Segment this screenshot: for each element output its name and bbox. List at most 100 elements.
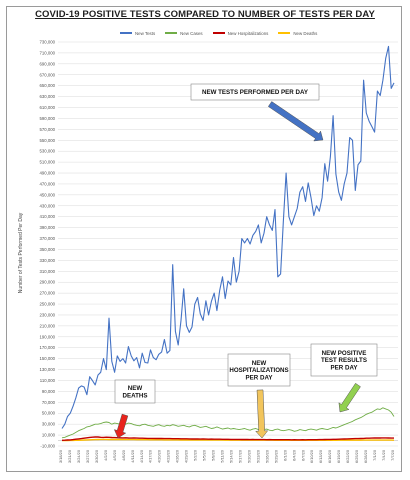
x-tick-label: 4/8/20 xyxy=(121,449,126,461)
legend-swatch xyxy=(120,32,132,34)
y-tick-label: 350,000 xyxy=(39,247,55,252)
y-tick-label: 450,000 xyxy=(39,192,55,197)
y-tick-label: 370,000 xyxy=(39,236,55,241)
x-tick-label: 6/13/20 xyxy=(318,449,323,463)
x-tick-label: 6/7/20 xyxy=(300,449,305,461)
annotation-text: NEW xyxy=(128,385,143,392)
legend-item: New Cases xyxy=(165,30,203,36)
x-tick-label: 5/2/20 xyxy=(193,449,198,461)
x-tick-label: 3/30/20 xyxy=(94,449,99,463)
x-tick-label: 5/17/20 xyxy=(237,449,242,463)
y-tick-label: 290,000 xyxy=(39,280,55,285)
x-tick-label: 4/5/20 xyxy=(112,449,117,461)
annotation-text: NEW TESTS PERFORMED PER DAY xyxy=(202,89,309,96)
y-tick-label: 130,000 xyxy=(39,367,55,372)
x-tick-label: 4/14/20 xyxy=(139,449,144,463)
x-tick-label: 6/10/20 xyxy=(309,449,314,463)
annotation-box xyxy=(227,353,291,387)
legend-swatch xyxy=(278,32,291,34)
x-tick-label: 7/7/20 xyxy=(390,449,395,461)
legend-label: New Cases xyxy=(180,30,203,36)
x-tick-label: 6/22/20 xyxy=(345,449,350,463)
x-tick-label: 5/14/20 xyxy=(228,449,233,463)
y-tick-label: 690,000 xyxy=(39,61,55,66)
y-tick-label: 730,000 xyxy=(39,40,55,45)
annotation-arrow xyxy=(267,101,324,142)
x-tick-label: 7/4/20 xyxy=(381,449,386,461)
x-tick-label: 5/23/20 xyxy=(255,449,260,463)
y-tick-label: 210,000 xyxy=(39,323,55,328)
annotation-text: NEW xyxy=(252,360,267,367)
annotation-arrow xyxy=(255,389,269,439)
legend-swatch xyxy=(165,32,178,34)
x-tick-label: 4/23/20 xyxy=(166,449,171,463)
y-tick-label: 270,000 xyxy=(39,291,55,296)
y-tick-label: 590,000 xyxy=(39,116,55,121)
y-tick-label: 650,000 xyxy=(39,83,55,88)
y-tick-label: 490,000 xyxy=(39,171,55,176)
series-line-new-cases xyxy=(61,407,395,439)
y-tick-label: 70,000 xyxy=(42,400,56,405)
x-tick-label: 5/26/20 xyxy=(264,449,269,463)
y-tick-label: 510,000 xyxy=(39,160,55,165)
x-tick-label: 3/27/20 xyxy=(85,449,90,463)
annotation-arrow xyxy=(338,382,361,413)
x-tick-label: 5/8/20 xyxy=(211,449,216,461)
y-tick-label: 30,000 xyxy=(42,422,56,427)
y-tick-label: 10,000 xyxy=(42,433,56,438)
x-tick-label: 5/11/20 xyxy=(220,449,225,463)
series-line-new-hospitalizations xyxy=(61,436,394,441)
annotation-text: TEST RESULTS xyxy=(321,357,367,364)
legend-label: New Hospitalizations xyxy=(227,30,269,36)
x-tick-label: 5/29/20 xyxy=(273,449,278,463)
x-tick-label: 6/19/20 xyxy=(336,449,341,463)
y-tick-label: 150,000 xyxy=(39,356,55,361)
y-tick-label: 230,000 xyxy=(39,312,55,317)
x-tick-label: 4/20/20 xyxy=(157,449,162,463)
y-tick-label: 710,000 xyxy=(39,50,55,55)
x-tick-label: 3/21/20 xyxy=(67,449,72,463)
x-tick-label: 3/18/20 xyxy=(58,449,63,463)
y-tick-label: 630,000 xyxy=(39,94,55,99)
y-tick-label: 550,000 xyxy=(39,138,55,143)
x-tick-label: 3/24/20 xyxy=(76,449,81,463)
y-tick-label: 530,000 xyxy=(39,149,55,154)
x-tick-label: 5/20/20 xyxy=(246,449,251,463)
annotation-box xyxy=(310,343,378,377)
y-tick-label: 570,000 xyxy=(39,127,55,132)
y-tick-label: 470,000 xyxy=(39,181,55,186)
annotation-box xyxy=(190,83,320,101)
annotation-text: PER DAY xyxy=(331,364,359,371)
y-tick-label: 90,000 xyxy=(42,389,56,394)
x-tick-label: 6/1/20 xyxy=(282,449,287,461)
series-line-new-deaths xyxy=(62,438,395,442)
legend-label: New Tests xyxy=(135,30,156,36)
annotation-text: PER DAY xyxy=(246,374,274,381)
annotation-text: DEATHS xyxy=(123,392,148,399)
y-tick-label: 410,000 xyxy=(39,214,55,219)
annotation-text: HOSPITALIZATIONS xyxy=(229,367,288,374)
y-tick-label: 610,000 xyxy=(39,105,55,110)
legend-item: New Hospitalizations xyxy=(212,30,269,36)
legend-item: New Tests xyxy=(120,31,155,36)
x-tick-label: 4/2/20 xyxy=(103,449,108,461)
x-tick-label: 6/16/20 xyxy=(327,449,332,463)
y-tick-label: 50,000 xyxy=(42,411,56,416)
legend-item: New Deaths xyxy=(278,31,317,36)
y-tick-label: 190,000 xyxy=(39,334,55,339)
x-tick-label: 6/4/20 xyxy=(291,449,296,461)
y-tick-label: 330,000 xyxy=(39,258,55,263)
x-tick-label: 7/1/20 xyxy=(372,449,377,461)
annotation-text: NEW POSITIVE xyxy=(322,350,367,357)
x-tick-label: 4/26/20 xyxy=(175,449,180,463)
y-tick-label: 430,000 xyxy=(39,203,55,208)
legend-label: New Deaths xyxy=(293,30,318,36)
x-tick-label: 4/17/20 xyxy=(148,449,153,463)
y-tick-label: 170,000 xyxy=(39,345,55,350)
y-tick-label: -10,000 xyxy=(40,444,55,449)
y-tick-label: 250,000 xyxy=(39,302,55,307)
y-tick-label: 110,000 xyxy=(40,378,56,383)
legend-swatch xyxy=(212,32,225,34)
x-tick-label: 4/29/20 xyxy=(184,449,189,463)
